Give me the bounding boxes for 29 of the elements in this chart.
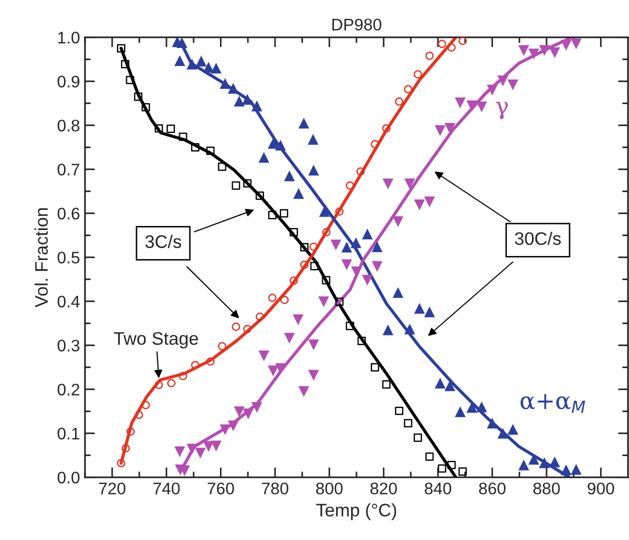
x-tick-label: 720 [99, 482, 126, 494]
y-axis-title: Vol. Fraction [34, 208, 48, 308]
x-tick-label: 740 [153, 482, 180, 494]
x-tick-label: 860 [479, 482, 506, 494]
y-tick-label: 0.6 [58, 208, 80, 220]
x-tick-label: 880 [533, 482, 560, 494]
series-label: α+α$_{M}$ [520, 394, 586, 413]
x-tick-label: 900 [588, 482, 614, 494]
y-tick-label: 0.1 [58, 428, 80, 440]
x-tick-label: 800 [316, 482, 343, 494]
y-tick-label: 0.4 [58, 296, 80, 308]
y-tick-label: 0.5 [58, 252, 80, 264]
x-tick-label: 840 [424, 482, 452, 494]
x-tick-label: 820 [370, 482, 397, 494]
y-tick-label: 0.8 [58, 120, 80, 132]
y-tick-label: 0.3 [58, 340, 80, 352]
x-tick-label: 780 [262, 482, 288, 494]
y-tick-label: 0.2 [58, 384, 80, 396]
x-axis-title: Temp (°C) [316, 503, 396, 520]
annotation: 30C/s [514, 232, 561, 245]
y-tick-label: 0.7 [58, 164, 80, 176]
y-tick-label: 0.9 [58, 76, 80, 88]
annotation: Two Stage [114, 332, 198, 348]
y-tick-label: 1.0 [58, 32, 80, 44]
y-tick-label: 0.0 [58, 472, 80, 484]
annotation: 3C/s [145, 234, 182, 248]
x-tick-label: 760 [208, 482, 234, 494]
series-label: γ [496, 102, 508, 120]
chart-title: DP980 [332, 18, 382, 31]
